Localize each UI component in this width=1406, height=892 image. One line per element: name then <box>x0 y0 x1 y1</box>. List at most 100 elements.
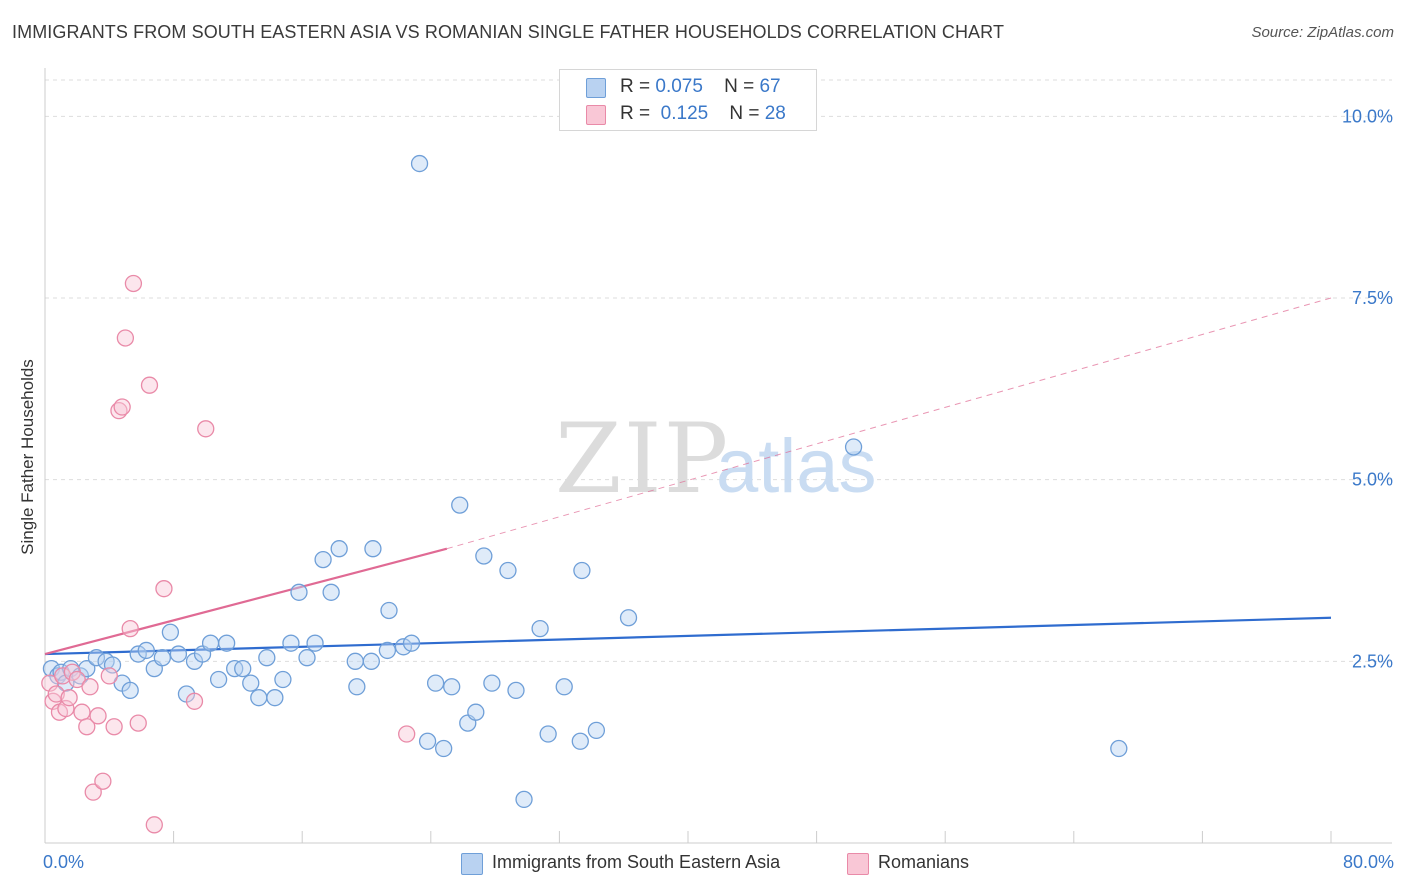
point-series-0 <box>250 689 268 707</box>
point-series-1 <box>398 725 416 743</box>
point-series-1 <box>105 718 123 736</box>
y-tick-label: 10.0% <box>1342 106 1393 126</box>
y-tick-label: 2.5% <box>1352 651 1393 671</box>
point-series-0 <box>418 732 437 750</box>
point-series-0 <box>515 790 533 809</box>
point-series-0 <box>290 583 308 601</box>
point-series-0 <box>499 561 517 580</box>
point-series-1 <box>140 376 159 394</box>
point-series-1 <box>197 420 215 438</box>
bottom-legend-label-romanians: Romanians <box>878 852 970 872</box>
axes <box>44 68 1392 844</box>
point-series-0 <box>844 438 863 456</box>
point-series-0 <box>1110 739 1128 758</box>
watermark-atlas: atlas <box>716 424 877 509</box>
point-series-1 <box>129 714 147 732</box>
point-series-0 <box>467 703 485 721</box>
gridlines <box>45 79 1392 662</box>
point-series-0 <box>217 634 236 652</box>
watermark-zip: ZIP <box>555 403 730 515</box>
point-series-0 <box>274 670 292 689</box>
point-series-1 <box>145 816 163 834</box>
point-series-0 <box>587 721 606 740</box>
y-axis-label: Single Father Households <box>18 359 37 555</box>
watermark: ZIP atlas <box>555 403 877 515</box>
x-tick-max: 80.0% <box>1342 852 1394 872</box>
legend-swatch-asia <box>586 78 606 98</box>
point-series-0 <box>555 678 573 696</box>
point-series-0 <box>451 496 469 514</box>
point-series-1 <box>57 699 75 718</box>
data-points <box>41 154 1128 834</box>
trend-lines <box>44 297 1332 656</box>
point-series-0 <box>258 649 276 667</box>
point-series-0 <box>242 674 260 692</box>
point-series-0 <box>435 739 453 758</box>
legend-r-label: R = <box>620 76 651 97</box>
point-series-0 <box>121 681 139 700</box>
point-series-0 <box>531 619 549 638</box>
point-series-0 <box>410 154 429 173</box>
point-series-0 <box>507 681 525 700</box>
point-series-0 <box>153 649 171 667</box>
point-series-0 <box>322 583 340 601</box>
point-series-0 <box>378 641 397 660</box>
bottom-legend-label-asia: Immigrants from South Eastern Asia <box>492 852 781 872</box>
point-series-0 <box>137 641 155 660</box>
point-series-0 <box>103 656 122 674</box>
point-series-0 <box>348 678 366 696</box>
point-series-0 <box>619 609 638 627</box>
point-series-1 <box>124 274 143 293</box>
point-series-1 <box>60 689 78 707</box>
point-series-0 <box>306 634 324 652</box>
point-series-1 <box>68 670 86 689</box>
legend-r-value: 0.075 <box>655 76 703 97</box>
bottom-legend-swatch-romanians <box>847 853 869 875</box>
point-series-0 <box>426 674 445 692</box>
point-series-1 <box>84 783 102 801</box>
point-series-0 <box>346 652 364 670</box>
point-series-1 <box>116 329 135 347</box>
point-series-0 <box>314 550 332 569</box>
y-tick-label: 7.5% <box>1352 288 1393 308</box>
legend-swatch-romanians <box>586 105 606 125</box>
legend-n-label: N = <box>729 103 760 124</box>
point-series-1 <box>100 667 118 685</box>
point-series-0 <box>573 561 591 580</box>
point-series-1 <box>94 772 112 790</box>
point-series-1 <box>121 619 139 638</box>
point-series-0 <box>475 547 493 565</box>
point-series-0 <box>298 649 316 667</box>
point-series-0 <box>443 678 461 696</box>
source-label: Source: ZipAtlas.com <box>1251 24 1394 41</box>
point-series-0 <box>201 634 220 652</box>
y-tick-label: 5.0% <box>1352 470 1393 490</box>
point-series-0 <box>380 601 398 620</box>
point-series-0 <box>539 725 557 743</box>
point-series-0 <box>161 623 180 641</box>
point-series-1 <box>185 692 204 710</box>
point-series-1 <box>155 580 173 598</box>
point-series-0 <box>282 634 300 652</box>
trend-line-1 <box>44 547 448 656</box>
point-series-0 <box>362 652 380 670</box>
legend-r-label: R = <box>620 103 651 124</box>
legend-n-label: N = <box>724 76 755 97</box>
legend-n-value: 67 <box>759 76 781 97</box>
stats-legend: R = 0.075 N = 67 R = 0.125 N = 28 <box>559 69 817 131</box>
point-series-1 <box>89 707 107 725</box>
point-series-1 <box>47 685 65 703</box>
point-series-1 <box>113 398 131 416</box>
point-series-0 <box>209 670 228 689</box>
legend-n-value: 28 <box>764 103 786 124</box>
bottom-legend-swatch-asia <box>461 853 483 875</box>
x-tick-min: 0.0% <box>43 852 85 872</box>
point-series-0 <box>169 645 188 663</box>
point-series-0 <box>483 674 501 692</box>
point-series-0 <box>330 540 348 558</box>
point-series-1 <box>73 703 91 721</box>
legend-r-value: 0.125 <box>660 103 709 124</box>
point-series-1 <box>81 678 99 696</box>
point-series-0 <box>364 540 382 558</box>
